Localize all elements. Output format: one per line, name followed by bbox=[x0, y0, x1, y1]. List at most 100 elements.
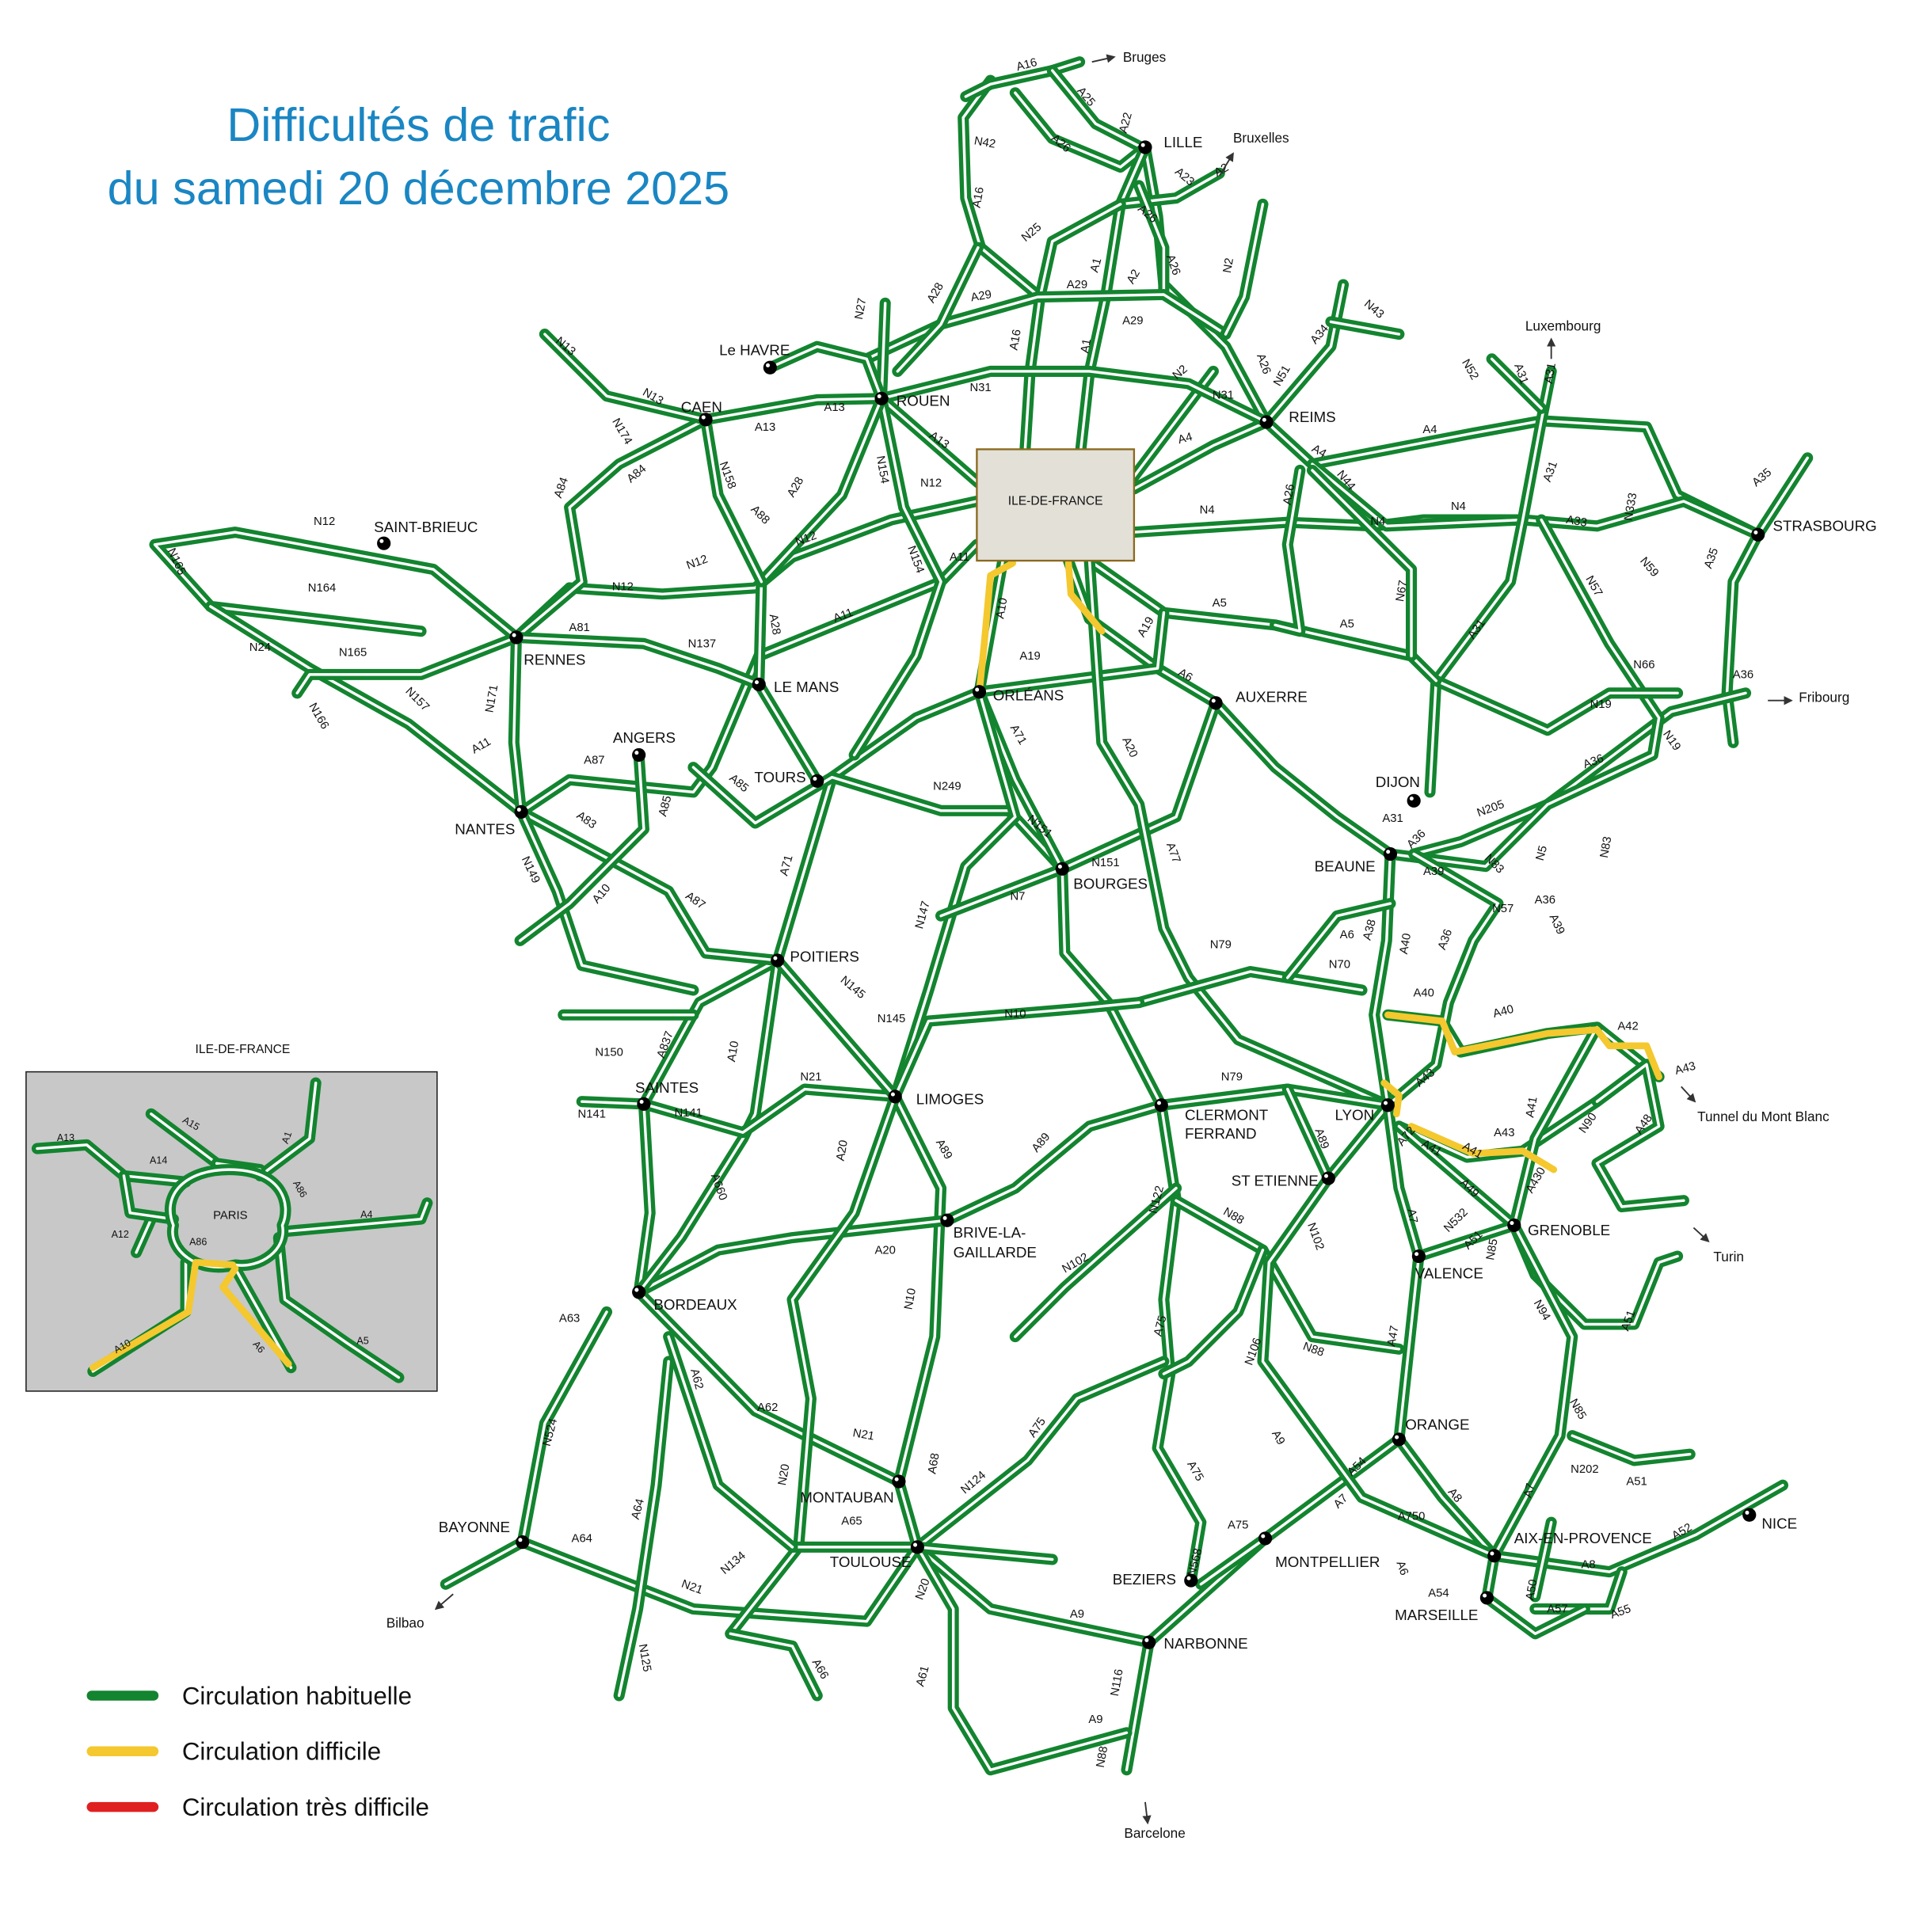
road-label: N2 bbox=[1221, 257, 1236, 274]
city-marker bbox=[509, 630, 524, 645]
road-median bbox=[1493, 1223, 1574, 1557]
legend: Circulation habituelle Circulation diffic… bbox=[86, 1682, 429, 1821]
road-label: A5 bbox=[1340, 618, 1354, 630]
road-median bbox=[1137, 184, 1166, 296]
title-line-1: Difficultés de trafic bbox=[227, 98, 610, 151]
inset-road-median bbox=[150, 1112, 219, 1166]
city-marker bbox=[632, 1285, 646, 1299]
road-label: A87 bbox=[683, 890, 707, 912]
city-label: DIJON bbox=[1376, 774, 1420, 790]
city-marker bbox=[1751, 527, 1765, 542]
road-label: N67 bbox=[1394, 580, 1410, 603]
difficult-traffic-segment bbox=[1380, 1079, 1403, 1118]
city-marker bbox=[1142, 1635, 1156, 1649]
city-marker bbox=[1392, 1432, 1406, 1447]
road-label: A42 bbox=[1617, 1020, 1638, 1033]
road-label: A84 bbox=[625, 462, 649, 485]
city-marker bbox=[1154, 1098, 1168, 1112]
city-marker-highlight bbox=[1262, 417, 1266, 422]
road-label: A19 bbox=[1019, 650, 1040, 663]
road-label: N171 bbox=[483, 684, 501, 714]
city-marker-highlight bbox=[512, 633, 516, 637]
destination-label: Luxembourg bbox=[1525, 318, 1601, 333]
road-label: N24 bbox=[249, 641, 271, 654]
title-line-2: du samedi 20 décembre 2025 bbox=[108, 162, 730, 215]
road-label: N66 bbox=[1633, 659, 1654, 671]
road-label: A26 bbox=[1281, 483, 1297, 506]
road-median bbox=[852, 397, 942, 757]
road-label: A11 bbox=[950, 551, 969, 564]
road-median bbox=[1311, 462, 1760, 536]
difficult-traffic-segment bbox=[1064, 559, 1106, 635]
road-median bbox=[1175, 1199, 1401, 1351]
road-label: N88 bbox=[1095, 1745, 1110, 1769]
city-marker bbox=[1487, 1549, 1502, 1563]
inset-difficult-segment bbox=[89, 1259, 200, 1371]
road-median bbox=[1162, 1249, 1265, 1375]
road-median bbox=[1388, 518, 1661, 868]
city-label: ORANGE bbox=[1405, 1416, 1469, 1432]
road-median bbox=[515, 636, 760, 686]
city-marker-highlight bbox=[1415, 1252, 1419, 1257]
road-label: N57 bbox=[1492, 903, 1513, 915]
city-label: POITIERS bbox=[790, 949, 859, 965]
ile-de-france-box[interactable]: ILE-DE-FRANCE bbox=[976, 448, 1136, 562]
road-label: A75 bbox=[1152, 1314, 1169, 1338]
inset-road-label: A13 bbox=[57, 1132, 74, 1143]
road-label: N79 bbox=[1210, 938, 1232, 951]
road-label: A62 bbox=[687, 1367, 705, 1391]
road-median bbox=[1533, 1570, 1624, 1611]
road-label: A13 bbox=[755, 421, 775, 434]
road-label: N7 bbox=[1010, 890, 1025, 903]
road-label: N141 bbox=[674, 1107, 702, 1120]
road-label: A31 bbox=[1543, 362, 1559, 385]
road-label: A8 bbox=[1581, 1558, 1595, 1571]
road-label: N532 bbox=[1441, 1206, 1470, 1234]
city-marker bbox=[637, 1097, 651, 1111]
legend-label: Circulation difficile bbox=[182, 1738, 381, 1766]
city-marker-highlight bbox=[1261, 1534, 1266, 1538]
road-label: A36 bbox=[1733, 669, 1753, 682]
inset-road-label: A12 bbox=[112, 1229, 129, 1240]
road-median bbox=[1311, 469, 1413, 658]
road-label: A75 bbox=[1228, 1519, 1248, 1531]
city-marker-highlight bbox=[1211, 698, 1216, 703]
city-label: LIMOGES bbox=[916, 1090, 984, 1107]
inset-road-label: A4 bbox=[360, 1209, 372, 1220]
road-label: N70 bbox=[1329, 958, 1350, 971]
road-label: N51 bbox=[1271, 363, 1293, 389]
city-label: BORDEAUX bbox=[653, 1296, 737, 1313]
city-label: VALENCE bbox=[1415, 1265, 1483, 1282]
city-label: REIMS bbox=[1289, 409, 1335, 425]
road-median bbox=[153, 531, 518, 639]
road-median bbox=[893, 1001, 1140, 1098]
city-label: CAEN bbox=[681, 399, 722, 416]
road-median bbox=[295, 636, 518, 695]
city-label: CLERMONT bbox=[1185, 1107, 1269, 1124]
city-label: ANGERS bbox=[613, 729, 676, 746]
road-median bbox=[520, 810, 695, 992]
city-marker bbox=[874, 391, 889, 405]
road-label: A36 bbox=[1535, 894, 1555, 907]
road-label: A65 bbox=[841, 1516, 862, 1528]
road-label: N166 bbox=[306, 701, 331, 732]
direction-arrow-icon bbox=[1142, 1801, 1152, 1825]
road-segment bbox=[753, 393, 888, 787]
city-marker bbox=[377, 536, 391, 550]
road-label: A43 bbox=[1673, 1060, 1697, 1078]
inset-road-median bbox=[135, 1217, 153, 1254]
inset-road-label: A14 bbox=[150, 1154, 167, 1166]
road-segment bbox=[1382, 848, 1504, 1111]
road-median bbox=[1125, 1438, 1401, 1771]
road-median bbox=[1014, 91, 1147, 169]
road-segment bbox=[1171, 1195, 1405, 1355]
road-label: N20 bbox=[913, 1577, 932, 1602]
city-marker bbox=[1184, 1573, 1198, 1588]
city-marker bbox=[972, 685, 987, 699]
city-marker-highlight bbox=[766, 363, 771, 367]
city-marker-highlight bbox=[1395, 1435, 1399, 1439]
road-label: A57 bbox=[1547, 1603, 1567, 1616]
road-label: A29 bbox=[970, 288, 993, 304]
road-label: N21 bbox=[800, 1071, 821, 1084]
road-label: A8 bbox=[1445, 1486, 1464, 1505]
